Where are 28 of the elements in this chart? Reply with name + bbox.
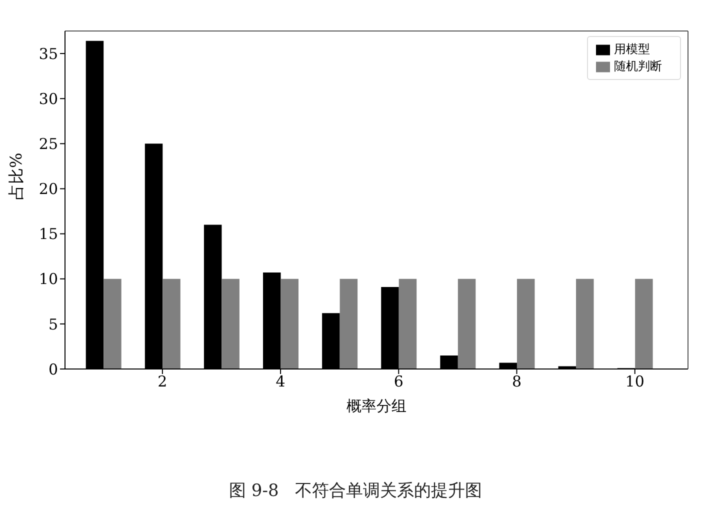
x-tick-label: 2 (158, 372, 168, 391)
y-tick-label: 35 (38, 44, 58, 63)
y-tick-label: 5 (48, 315, 58, 334)
x-tick-label: 6 (394, 372, 404, 391)
y-axis-title: 占比% (6, 152, 26, 200)
legend-label: 随机判断 (614, 59, 662, 73)
y-tick-label: 20 (38, 180, 58, 198)
y-tick-label: 10 (38, 270, 58, 288)
bar (576, 278, 594, 369)
bar (280, 278, 298, 369)
bar (162, 278, 180, 369)
bar (222, 278, 240, 369)
caption: 图 9-8 不符合单调关系的提升图 (228, 480, 483, 502)
bar (458, 278, 476, 369)
bar (104, 278, 122, 369)
bar (340, 278, 358, 369)
bar (398, 278, 417, 369)
x-tick-label: 8 (512, 372, 522, 391)
y-tick-label: 25 (38, 134, 58, 153)
y-tick-label: 15 (38, 225, 58, 244)
bar (635, 278, 653, 369)
x-tick-label: 4 (276, 372, 286, 391)
y-tick-label: 30 (38, 90, 58, 108)
x-axis-title: 概率分组 (346, 397, 406, 415)
x-tick-label: 10 (625, 372, 644, 391)
legend-label: 用模型 (614, 42, 650, 56)
y-tick-label: 0 (48, 360, 58, 378)
bar (516, 278, 535, 369)
